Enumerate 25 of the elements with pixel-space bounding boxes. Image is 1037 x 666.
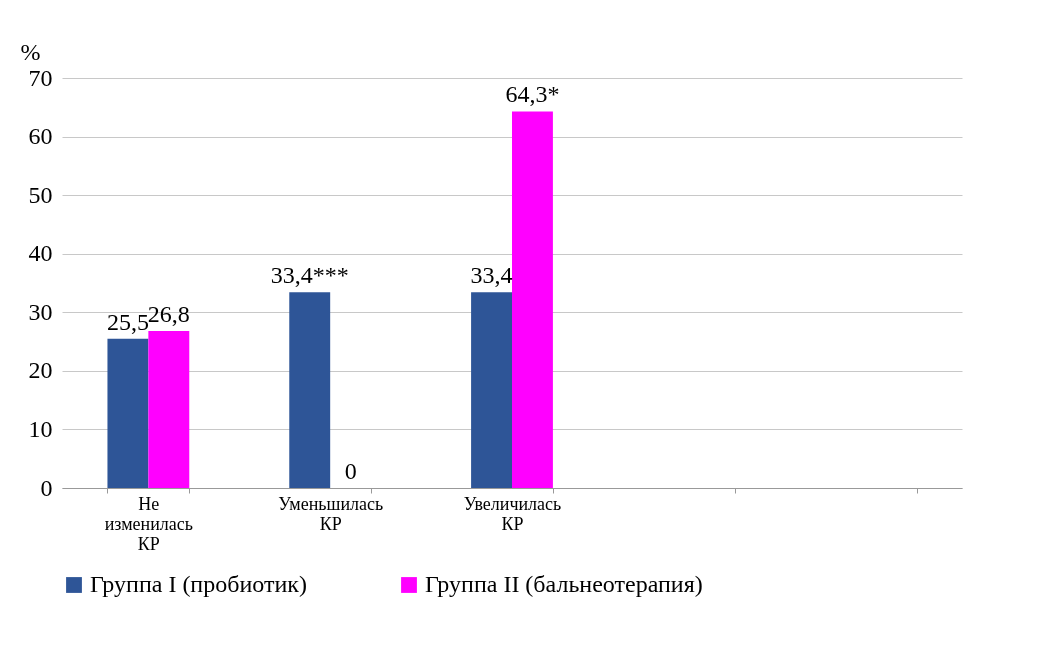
y-tick-label: 50 [28,181,53,208]
y-tick-label: 0 [40,474,53,501]
data-label: 64,3* [505,81,560,108]
bar [289,292,331,488]
y-tick-label: 60 [28,123,53,150]
data-label: 33,4*** [270,262,349,289]
legend-label: Группа I (пробиотик) [90,571,307,597]
x-tick-label: Не изменилась КР [104,493,194,554]
bar [471,292,512,488]
bar [512,111,553,488]
data-label: 33,4 [470,262,513,289]
legend-label: Группа II (бальнеотерапия) [425,571,703,597]
x-tick-label: Уменьшилась КР [278,493,384,534]
y-tick-label: 40 [28,240,53,267]
data-label: 25,5 [106,308,149,335]
y-tick-label: 70 [28,64,53,91]
y-tick-label: 10 [28,415,53,442]
y-tick-label: 30 [28,298,53,325]
y-tick-label: 20 [28,357,53,384]
x-tick-label: Увеличилась КР [463,493,562,534]
y-axis-title: % [20,38,41,65]
data-label: 0 [344,458,357,484]
bar [148,331,190,488]
data-label: 26,8 [147,301,190,328]
bar [107,338,149,488]
